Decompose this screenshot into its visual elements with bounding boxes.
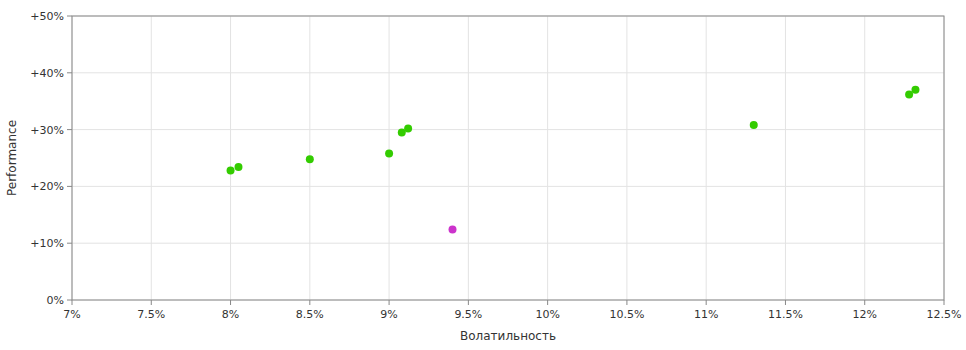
scatter-point: [306, 155, 314, 163]
plot-frame: [72, 16, 944, 300]
y-tick-label: +10%: [30, 237, 64, 250]
series-points: [449, 226, 457, 234]
y-grid-line: [72, 186, 944, 187]
x-tick-label: 11.5%: [768, 308, 803, 321]
x-tick-label: 7.5%: [137, 308, 165, 321]
y-tick-label: +30%: [30, 124, 64, 137]
y-tick: [67, 72, 72, 73]
x-grid-line: [547, 16, 548, 300]
grid: [72, 16, 944, 300]
x-tick-label: 8%: [222, 308, 239, 321]
y-grid-line: [72, 243, 944, 244]
y-tick-label: 0%: [47, 294, 64, 307]
scatter-point: [385, 149, 393, 157]
x-tick-label: 11%: [694, 308, 718, 321]
scatter-point: [227, 166, 235, 174]
x-tick-label: 10%: [535, 308, 559, 321]
data-points: [227, 86, 920, 234]
x-grid-line: [626, 16, 627, 300]
x-tick-label: 9%: [380, 308, 397, 321]
plot-background: [72, 16, 944, 300]
scatter-point: [449, 226, 457, 234]
x-grid-line: [389, 16, 390, 300]
y-tick-label: +40%: [30, 67, 64, 80]
x-tick: [706, 300, 707, 305]
series-points: [227, 86, 920, 175]
page: {"chart_data": { "type": "scatter", "x_l…: [0, 0, 966, 350]
x-tick: [785, 300, 786, 305]
x-axis-label: Волатильность: [460, 329, 556, 343]
y-tick-label: +20%: [30, 180, 64, 193]
x-grid-line: [151, 16, 152, 300]
x-tick: [309, 300, 310, 305]
axes: 7% 7.5% 8% 8.5% 9% 9.5% 10% 10.5% 11% 11.5% 12% 12.…: [30, 10, 961, 321]
x-tick: [389, 300, 390, 305]
x-tick: [230, 300, 231, 305]
y-grid-line: [72, 129, 944, 130]
y-tick: [67, 243, 72, 244]
y-axis-label: Performance: [5, 120, 19, 196]
x-tick-label: 12.5%: [927, 308, 962, 321]
x-tick-label: 8.5%: [296, 308, 324, 321]
x-grid-line: [864, 16, 865, 300]
x-tick: [72, 300, 73, 305]
x-tick: [468, 300, 469, 305]
x-tick: [944, 300, 945, 305]
x-grid-line: [706, 16, 707, 300]
y-tick-label: +50%: [30, 10, 64, 23]
x-tick: [864, 300, 865, 305]
scatter-point: [911, 86, 919, 94]
y-tick: [67, 16, 72, 17]
x-tick-label: 9.5%: [454, 308, 482, 321]
x-grid-line: [230, 16, 231, 300]
x-grid-line: [785, 16, 786, 300]
x-tick: [626, 300, 627, 305]
y-grid-line: [72, 72, 944, 73]
y-tick: [67, 300, 72, 301]
y-tick: [67, 186, 72, 187]
x-tick: [547, 300, 548, 305]
x-tick-label: 12%: [853, 308, 877, 321]
scatter-point: [404, 124, 412, 132]
x-tick: [151, 300, 152, 305]
scatter-point: [750, 121, 758, 129]
x-tick-label: 10.5%: [609, 308, 644, 321]
x-tick-label: 7%: [63, 308, 80, 321]
x-grid-line: [468, 16, 469, 300]
chart-container: 7% 7.5% 8% 8.5% 9% 9.5% 10% 10.5% 11% 11.5% 12% 12.…: [0, 0, 966, 350]
y-tick: [67, 129, 72, 130]
scatter-point: [234, 163, 242, 171]
chart-svg: 7% 7.5% 8% 8.5% 9% 9.5% 10% 10.5% 11% 11.5% 12% 12.…: [0, 0, 966, 350]
